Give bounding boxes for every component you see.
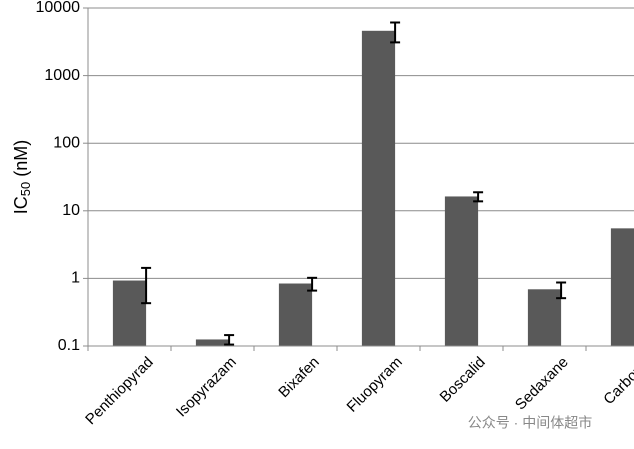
bar [195,339,230,346]
error-bar [307,276,318,292]
y-tick-label: 1000 [44,67,80,84]
y-label-subscript: 50 [18,182,33,196]
x-tick-label: Fluopyram [344,354,406,416]
error-bar [141,266,152,305]
y-tick-label: 10 [62,202,80,219]
y-tick-label: 1 [71,270,80,287]
y-label-main: IC [11,196,31,214]
y-axis-label: IC50 (nM) [11,140,34,214]
bar [610,228,634,346]
x-tick-label: Sedaxane [512,354,572,414]
bar [361,30,396,346]
error-bar [473,191,484,203]
x-tick-label: Bixafen [275,354,322,401]
x-tick-label: Penthiopyrad [82,354,157,429]
x-tick-label: Isopyrazam [173,354,240,421]
y-tick-label: 0.1 [58,337,80,354]
bar [444,196,479,346]
y-tick-label: 100 [53,134,80,151]
bar [527,289,562,346]
error-bar [224,334,235,346]
bar [112,280,147,346]
error-bar [556,281,567,300]
y-tick-label: 10000 [36,0,81,16]
x-tick-label: Carboxin [600,354,634,408]
error-bar [390,21,401,44]
y-label-unit: (nM) [11,140,31,177]
x-tick-label: Boscalid [437,354,489,406]
watermark: 公众号 · 中间体超市 [468,415,592,431]
bar [278,283,313,346]
